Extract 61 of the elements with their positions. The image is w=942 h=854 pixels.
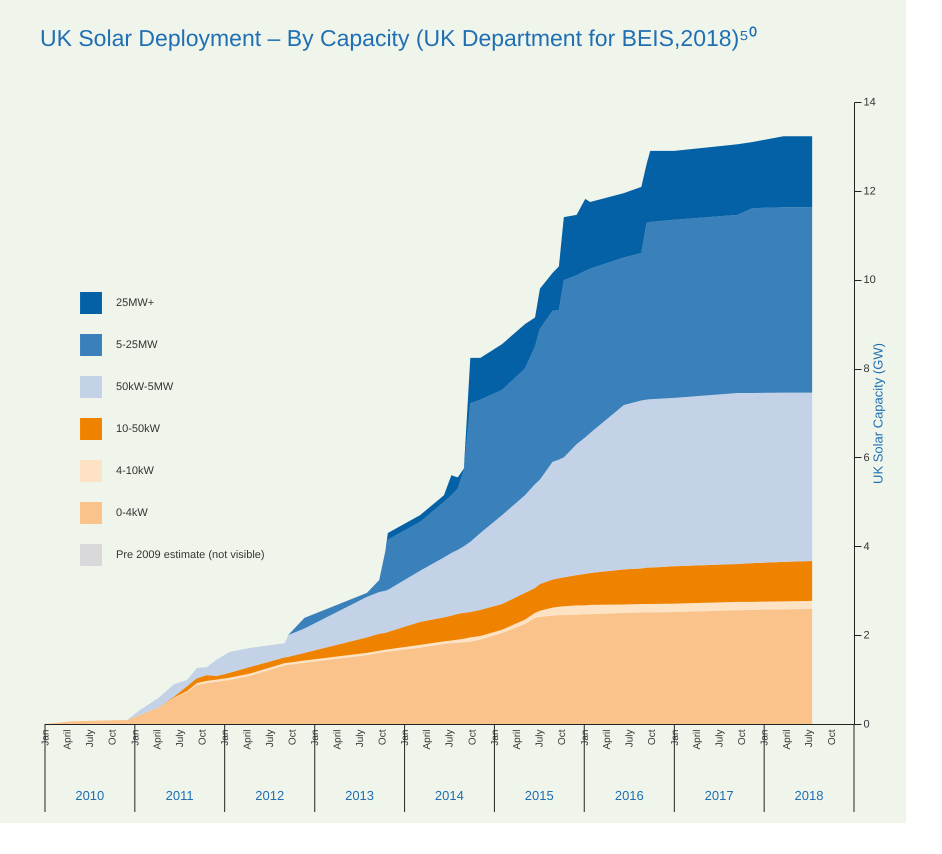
x2-tick-label: 2013 — [345, 788, 374, 803]
legend-label: 4-10kW — [116, 465, 155, 477]
x-tick-label: April — [512, 730, 524, 750]
x-tick-label: April — [152, 730, 164, 750]
x-tick-label: April — [242, 730, 254, 750]
x2-tick-label: 2017 — [704, 788, 734, 803]
x-tick-label: July — [264, 730, 276, 748]
legend-label: Pre 2009 estimate (not visible) — [116, 549, 265, 561]
x-tick-label: Oct — [467, 729, 478, 746]
legend-label: 10-50kW — [116, 423, 161, 435]
x-tick-label: Oct — [737, 729, 748, 746]
x-tick-label: Jan — [130, 730, 142, 746]
x2-tick-label: 2018 — [794, 788, 824, 803]
chart-title: UK Solar Deployment – By Capacity (UK Department for BEIS,2018)⁵⁰ — [40, 25, 757, 51]
x2-tick-label: 2012 — [255, 788, 284, 803]
x-tick-label: Oct — [377, 729, 388, 746]
x-tick-label: Oct — [198, 729, 209, 746]
legend-label: 25MW+ — [116, 297, 154, 309]
x-tick-label: April — [692, 730, 703, 750]
y-tick-label: 4 — [864, 540, 870, 553]
y-tick-label: 12 — [864, 185, 876, 198]
x-tick-label: July — [714, 730, 726, 748]
y-tick-label: 14 — [864, 96, 876, 108]
x-tick-label: July — [534, 730, 546, 748]
x-tick-label: Jan — [760, 730, 771, 746]
x-tick-label: April — [602, 730, 614, 750]
x2-tick-label: 2010 — [75, 788, 104, 803]
x2-tick-label: 2011 — [166, 788, 194, 803]
x-tick-label: Oct — [557, 729, 568, 746]
y-axis-title: UK Solar Capacity (GW) — [870, 343, 886, 484]
x-tick-label: July — [444, 730, 456, 748]
y-tick-label: 6 — [864, 452, 870, 464]
x2-tick-label: 2015 — [524, 788, 554, 803]
x-tick-label: Jan — [310, 730, 322, 746]
x-tick-label: April — [62, 730, 74, 750]
y-tick-label: 2 — [864, 630, 870, 642]
legend-label: 50kW-5MW — [116, 381, 174, 393]
x-tick-label: April — [782, 730, 793, 750]
x2-tick-label: 2016 — [614, 788, 644, 803]
x-tick-label: April — [332, 730, 344, 750]
x-tick-label: Jan — [670, 730, 681, 746]
x-tick-label: April — [422, 730, 434, 750]
x-tick-label: July — [174, 730, 186, 748]
legend-label: 5-25MW — [116, 339, 158, 351]
x-tick-label: Jan — [400, 730, 412, 746]
y-tick-label: 10 — [864, 274, 876, 286]
x-tick-label: Jan — [220, 730, 232, 746]
x-tick-label: July — [624, 730, 636, 748]
x2-tick-label: 2014 — [434, 788, 464, 803]
y-tick-label: 8 — [864, 363, 870, 376]
x-tick-label: Oct — [647, 729, 658, 746]
legend-label: 0-4kW — [116, 507, 148, 519]
x-tick-label: Oct — [108, 729, 119, 746]
x-tick-label: July — [354, 730, 366, 748]
x-tick-label: Oct — [826, 729, 838, 746]
x-tick-label: July — [85, 730, 96, 748]
x-tick-label: Jan — [490, 730, 501, 746]
y-tick-label: 0 — [864, 718, 870, 730]
x-tick-label: Oct — [288, 729, 299, 746]
x-tick-label: July — [804, 730, 816, 748]
x-tick-label: Jan — [580, 730, 591, 746]
